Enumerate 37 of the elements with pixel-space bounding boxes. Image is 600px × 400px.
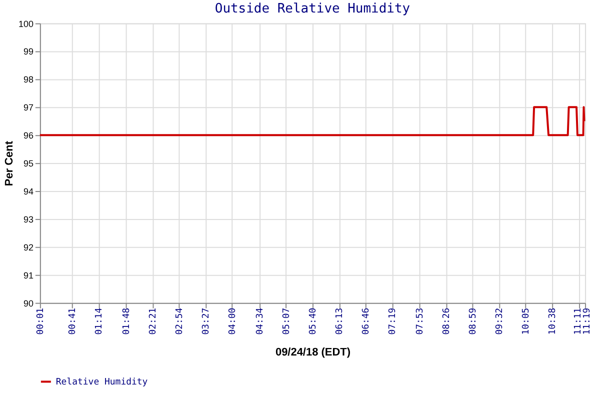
x-tick-label: 11:11: [573, 308, 584, 335]
y-tick-label: 90: [23, 298, 34, 308]
x-tick-label: 10:38: [548, 308, 558, 335]
x-tick-label: 04:00: [228, 308, 238, 335]
y-tick-label: 99: [23, 46, 34, 57]
y-tick-label: 93: [23, 214, 34, 224]
legend-label: Relative Humidity: [56, 378, 148, 388]
x-tick-label: 07:53: [415, 308, 426, 335]
x-tick-label: 01:14: [94, 308, 105, 335]
y-tick-label: 95: [23, 158, 34, 169]
x-axis-title: 09/24/18 (EDT): [275, 346, 351, 359]
y-axis-title: Per Cent: [3, 140, 16, 186]
x-tick-label: 02:21: [148, 308, 158, 335]
x-tick-label: 03:27: [202, 308, 212, 335]
x-tick-label: 07:19: [388, 308, 398, 335]
x-tick-label: 00:01: [36, 308, 46, 335]
y-tick-label: 94: [23, 186, 34, 196]
x-tick-label: 10:05: [522, 308, 532, 335]
chart-title: Outside Relative Humidity: [214, 1, 410, 16]
y-tick-label: 98: [23, 74, 34, 85]
x-tick-label: 06:46: [362, 308, 372, 335]
x-tick-label: 09:32: [494, 308, 505, 335]
x-tick-label: 05:07: [282, 308, 292, 335]
x-tick-label: 08:26: [442, 308, 452, 335]
x-tick-label: 01:48: [122, 308, 132, 335]
y-tick-label: 100: [18, 18, 34, 29]
y-tick-label: 92: [23, 242, 34, 252]
x-tick-label: 06:13: [335, 308, 346, 335]
x-tick-label: 08:59: [468, 308, 478, 335]
y-tick-label: 96: [23, 130, 34, 141]
x-tick-label: 04:34: [255, 308, 266, 335]
y-tick-label: 91: [23, 270, 34, 280]
y-tick-label: 97: [23, 102, 34, 113]
x-tick-label: 11:19: [582, 308, 592, 335]
x-tick-label: 05:40: [308, 308, 318, 335]
x-tick-label: 02:54: [175, 308, 186, 335]
x-tick-label: 00:41: [68, 308, 78, 335]
